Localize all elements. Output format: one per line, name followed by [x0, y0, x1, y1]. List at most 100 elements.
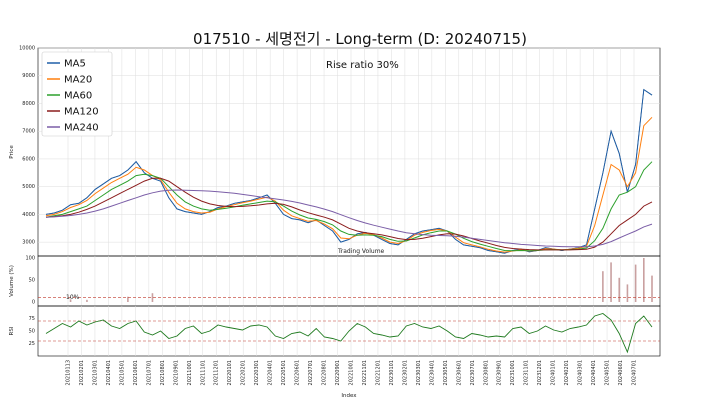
price-y-tick-label: 4000	[22, 212, 35, 218]
x-tick-label: 20221101	[362, 360, 368, 385]
x-tick-label: 20240701	[632, 360, 638, 385]
x-tick-label: 20220401	[268, 360, 274, 385]
x-tick-label: 20220901	[335, 360, 341, 385]
volume-bar	[643, 258, 645, 302]
x-tick-label: 20210501	[119, 360, 125, 385]
price-y-tick-label: 8000	[22, 101, 35, 107]
price-y-tick-label: 10000	[19, 46, 35, 52]
x-tick-label: 20230101	[389, 360, 395, 385]
legend-label: MA120	[64, 107, 99, 118]
x-tick-label: 20220801	[322, 360, 328, 385]
x-tick-label: 20230801	[483, 360, 489, 385]
price-y-axis-label: Price	[9, 145, 15, 159]
x-tick-label: 20210701	[146, 360, 152, 385]
legend-label: MA5	[64, 59, 86, 70]
series-line-ma120	[45, 177, 653, 251]
price-y-tick-label: 5000	[22, 184, 35, 190]
x-tick-label: 20211201	[214, 360, 220, 385]
series-line-ma240	[45, 189, 653, 248]
volume-bar	[634, 264, 637, 302]
rsi-grid	[38, 306, 660, 356]
x-axis-ticks: 20210113 20210201 20210301 20210401 20210501…	[66, 360, 638, 385]
volume-bar	[610, 262, 612, 302]
x-tick-label: 20220201	[241, 360, 247, 385]
x-tick-label: 20240401	[591, 360, 597, 385]
x-tick-label: 20230901	[497, 360, 503, 385]
x-tick-label: 20220501	[281, 360, 287, 385]
x-tick-label: 20230301	[416, 360, 422, 385]
x-tick-label: 20210901	[173, 360, 179, 385]
x-tick-label: 20220701	[308, 360, 314, 385]
x-tick-label: 20230601	[456, 360, 462, 385]
price-grid	[38, 47, 660, 256]
volume-bar	[127, 296, 129, 302]
x-tick-label: 20210601	[133, 360, 139, 385]
x-tick-label: 20210201	[79, 360, 85, 385]
volume-y-tick-label: 50	[29, 278, 35, 284]
x-tick-label: 20221201	[375, 360, 381, 385]
x-tick-label: 20210801	[160, 360, 166, 385]
x-tick-label: 20240501	[605, 360, 611, 385]
volume-y-tick-label: 100	[25, 256, 35, 262]
x-tick-label: 20231101	[524, 360, 530, 385]
volume-bar	[86, 299, 88, 302]
rsi-y-tick-label: 75	[29, 316, 35, 322]
rise-ratio-annotation: Rise ratio 30%	[326, 60, 399, 71]
rsi-series-line	[45, 313, 653, 354]
x-tick-label: 20210401	[106, 360, 112, 385]
series-line-ma60	[45, 161, 653, 252]
x-tick-label: 20220601	[295, 360, 301, 385]
rsi-line	[45, 313, 653, 354]
x-tick-label: 20240201	[564, 360, 570, 385]
trading-volume-annotation: Trading Volume	[337, 248, 385, 255]
volume-bar	[618, 277, 621, 302]
price-series	[45, 88, 653, 254]
price-y-tick-label: 9000	[22, 73, 35, 79]
x-tick-label: 20211001	[187, 360, 193, 385]
volume-bars	[38, 258, 660, 302]
x-tick-label: 20230401	[429, 360, 435, 385]
volume-bar	[651, 275, 653, 302]
volume-y-tick-label: 0	[32, 300, 35, 306]
volume-y-ticks: 0 50 100	[25, 256, 35, 306]
x-tick-label: 20220101	[227, 360, 233, 385]
price-y-tick-label: 6000	[22, 156, 35, 162]
legend-label: MA60	[64, 91, 92, 102]
x-tick-label: 20221001	[349, 360, 355, 385]
x-tick-label: 20231001	[510, 360, 516, 385]
chart-title: 017510 - 세명전기 - Long-term (D: 20240715)	[193, 30, 527, 48]
rsi-y-axis-label: RSI	[9, 326, 15, 335]
rsi-y-tick-label: 25	[29, 341, 35, 347]
rsi-plot-frame	[37, 305, 661, 357]
price-y-ticks: 3000 4000 5000 6000 7000 8000 9000 10000	[19, 46, 35, 246]
rsi-y-tick-label: 50	[29, 329, 35, 335]
legend-label: MA240	[64, 123, 99, 134]
x-tick-label: 20240601	[618, 360, 624, 385]
x-tick-label: 20240101	[551, 360, 557, 385]
x-tick-label: 20231201	[537, 360, 543, 385]
x-tick-label: 20220301	[254, 360, 260, 385]
volume-bar	[626, 284, 629, 302]
series-line-ma20	[45, 116, 653, 253]
x-tick-label: 20230701	[470, 360, 476, 385]
legend-box	[41, 51, 113, 137]
rsi-panel: 25 50 75 RSI	[9, 305, 661, 357]
x-tick-label: 20240301	[578, 360, 584, 385]
volume-y-axis-label: Volume (%)	[9, 265, 15, 297]
x-tick-label: 20230201	[402, 360, 408, 385]
threshold-label: 10%	[66, 294, 80, 301]
price-y-tick-label: 3000	[22, 240, 35, 246]
volume-bar	[69, 299, 72, 302]
volume-panel: 0 50 100 Volume (%) 10%	[9, 256, 661, 307]
x-tick-label: 20210113	[66, 360, 72, 385]
price-y-tick-label: 7000	[22, 129, 35, 135]
x-axis-label: Index	[341, 393, 357, 399]
x-tick-label: 20210301	[92, 360, 98, 385]
volume-bar	[602, 271, 604, 302]
x-tick-label: 20211101	[200, 360, 206, 385]
x-tick-label: 20230501	[443, 360, 449, 385]
legend: MA5 MA20 MA60 MA120 MA240	[41, 51, 113, 137]
rsi-y-ticks: 25 50 75	[29, 316, 35, 347]
